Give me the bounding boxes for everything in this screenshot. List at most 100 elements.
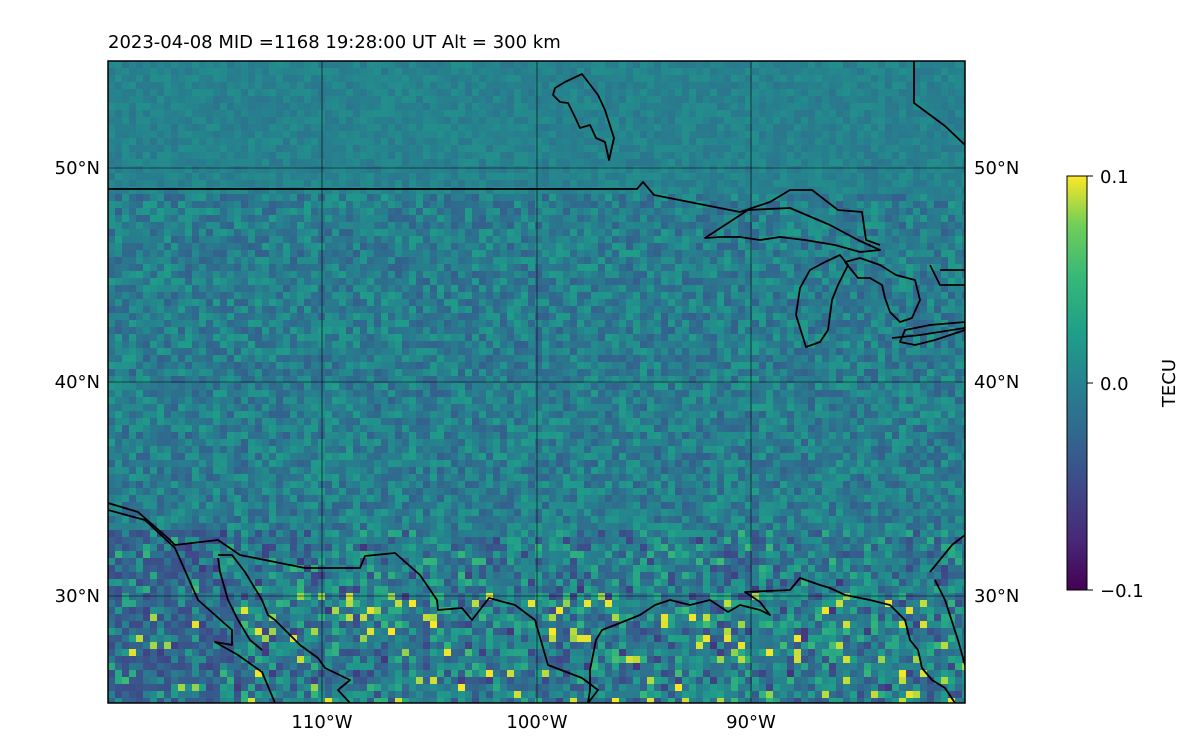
tec-cell: [269, 285, 277, 293]
tec-cell: [227, 180, 235, 188]
tec-cell: [843, 222, 851, 230]
tec-cell: [269, 145, 277, 153]
tec-cell: [346, 180, 354, 188]
tec-cell: [269, 75, 277, 83]
tec-cell: [822, 229, 830, 237]
tec-cell: [367, 306, 375, 314]
tec-cell: [801, 166, 809, 174]
tec-cell: [416, 278, 424, 286]
tec-cell: [514, 327, 522, 335]
tec-cell: [864, 61, 872, 69]
tec-cell: [920, 89, 928, 97]
tec-cell: [703, 110, 711, 118]
tec-cell: [395, 278, 403, 286]
tec-cell: [416, 313, 424, 321]
tec-cell: [927, 299, 935, 307]
tec-cell: [878, 292, 886, 300]
tec-cell: [675, 103, 683, 111]
tec-cell: [605, 68, 613, 76]
tec-cell: [171, 117, 179, 125]
tec-cell: [458, 159, 466, 167]
tec-cell: [353, 187, 361, 195]
tec-cell: [507, 138, 515, 146]
tec-cell: [535, 306, 543, 314]
tec-cell: [416, 166, 424, 174]
tec-cell: [367, 285, 375, 293]
tec-cell: [647, 131, 655, 139]
tec-cell: [584, 194, 592, 202]
tec-cell: [633, 145, 641, 153]
tec-cell: [381, 180, 389, 188]
tec-cell: [794, 320, 802, 328]
tec-cell: [934, 131, 942, 139]
tec-cell: [563, 187, 571, 195]
tec-cell: [458, 75, 466, 83]
tec-cell: [528, 236, 536, 244]
tec-cell: [955, 250, 963, 258]
tec-cell: [220, 180, 228, 188]
tec-cell: [633, 173, 641, 181]
tec-cell: [150, 285, 158, 293]
tec-cell: [934, 82, 942, 90]
tec-cell: [360, 131, 368, 139]
tec-cell: [332, 187, 340, 195]
tec-cell: [479, 306, 487, 314]
tec-cell: [955, 117, 963, 125]
tec-cell: [507, 313, 515, 321]
tec-cell: [311, 250, 319, 258]
tec-cell: [136, 159, 144, 167]
tec-cell: [941, 159, 949, 167]
tec-cell: [766, 138, 774, 146]
tec-cell: [465, 208, 473, 216]
tec-cell: [157, 264, 165, 272]
tec-cell: [752, 61, 760, 69]
tec-cell: [787, 138, 795, 146]
tec-cell: [115, 173, 123, 181]
tec-cell: [836, 201, 844, 209]
tec-cell: [241, 327, 249, 335]
tec-cell: [843, 152, 851, 160]
tec-cell: [570, 194, 578, 202]
tec-cell: [108, 187, 116, 195]
tec-cell: [745, 166, 753, 174]
tec-cell: [164, 236, 172, 244]
tec-cell: [542, 187, 550, 195]
tec-cell: [850, 152, 858, 160]
tec-cell: [619, 187, 627, 195]
tec-cell: [815, 271, 823, 279]
tec-cell: [836, 96, 844, 104]
tec-cell: [353, 145, 361, 153]
tec-cell: [661, 187, 669, 195]
tec-cell: [927, 278, 935, 286]
tec-cell: [577, 89, 585, 97]
tec-cell: [108, 103, 116, 111]
tec-cell: [654, 208, 662, 216]
tec-cell: [752, 313, 760, 321]
tec-cell: [220, 334, 228, 342]
tec-cell: [717, 313, 725, 321]
tec-cell: [297, 222, 305, 230]
tec-cell: [612, 180, 620, 188]
tec-cell: [696, 166, 704, 174]
tec-cell: [115, 110, 123, 118]
tec-cell: [738, 166, 746, 174]
tec-cell: [213, 222, 221, 230]
tec-cell: [276, 82, 284, 90]
tec-cell: [479, 110, 487, 118]
tec-cell: [360, 341, 368, 349]
tec-cell: [472, 334, 480, 342]
tec-cell: [185, 278, 193, 286]
tec-cell: [213, 299, 221, 307]
tec-cell: [535, 68, 543, 76]
tec-cell: [430, 285, 438, 293]
tec-cell: [395, 285, 403, 293]
tec-cell: [787, 250, 795, 258]
tec-cell: [500, 243, 508, 251]
tec-cell: [794, 110, 802, 118]
tec-cell: [745, 145, 753, 153]
tec-cell: [332, 96, 340, 104]
tec-cell: [486, 166, 494, 174]
tec-cell: [122, 166, 130, 174]
tec-cell: [479, 117, 487, 125]
tec-cell: [269, 96, 277, 104]
